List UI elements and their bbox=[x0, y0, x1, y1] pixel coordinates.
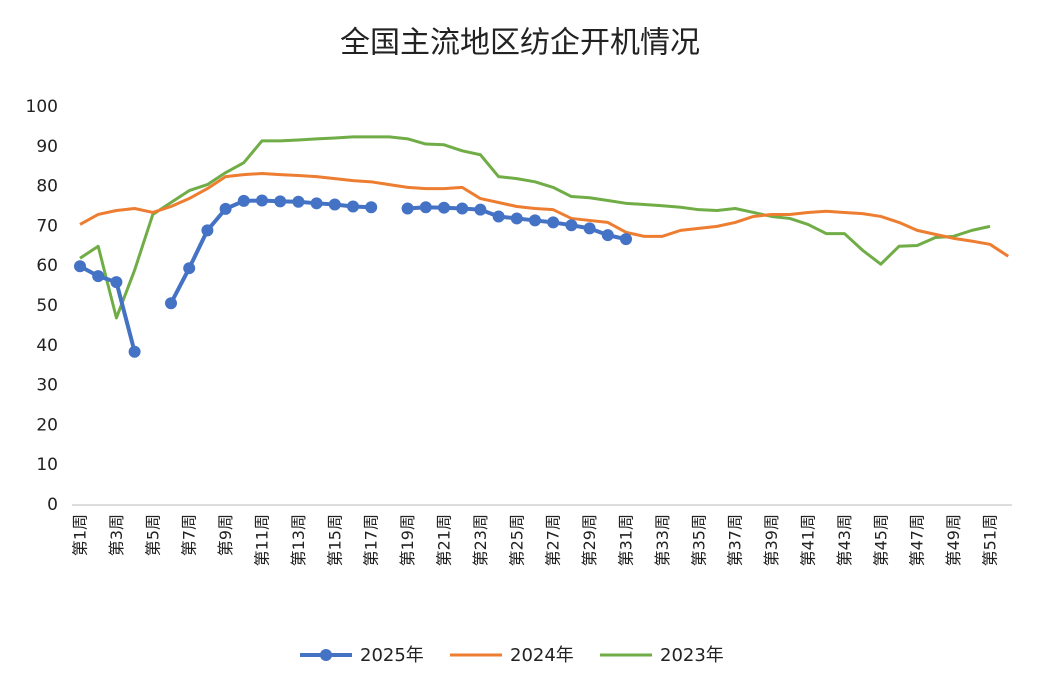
point bbox=[529, 214, 541, 227]
x-tick-label: 第11周 bbox=[253, 514, 272, 566]
point bbox=[474, 203, 487, 216]
y-tick-label: 100 bbox=[26, 97, 58, 117]
point bbox=[165, 297, 177, 310]
series-line bbox=[79, 135, 991, 320]
point bbox=[547, 216, 560, 229]
series-line bbox=[79, 198, 627, 353]
point bbox=[456, 202, 469, 215]
series-line bbox=[79, 171, 1010, 258]
legend-label: 2023年 bbox=[660, 645, 724, 666]
point bbox=[347, 200, 359, 213]
point bbox=[256, 194, 268, 207]
point bbox=[401, 202, 414, 215]
point bbox=[419, 201, 432, 214]
y-tick-label: 60 bbox=[36, 256, 58, 276]
y-tick-label: 0 bbox=[47, 495, 58, 515]
x-tick-label: 第23周 bbox=[471, 514, 490, 566]
y-tick-label: 90 bbox=[36, 137, 58, 157]
point bbox=[110, 276, 123, 289]
chart-title: 全国主流地区纺企开机情况 bbox=[340, 26, 700, 61]
point bbox=[492, 210, 505, 223]
x-tick-label: 第9周 bbox=[216, 514, 235, 556]
x-tick-label: 第33周 bbox=[653, 514, 672, 566]
x-tick-label: 第5周 bbox=[143, 514, 162, 556]
x-tick-label: 第27周 bbox=[544, 514, 563, 566]
point bbox=[438, 201, 450, 214]
point bbox=[92, 270, 105, 283]
y-tick-label: 40 bbox=[36, 336, 58, 356]
point bbox=[128, 345, 141, 358]
point bbox=[237, 194, 250, 207]
x-tick-label: 第3周 bbox=[107, 514, 126, 556]
x-tick-label: 第45周 bbox=[871, 514, 890, 566]
x-tick-label: 第17周 bbox=[362, 514, 381, 566]
x-tick-label: 第51周 bbox=[981, 514, 1000, 566]
x-tick-label: 第19周 bbox=[398, 514, 417, 566]
x-tick-label: 第43周 bbox=[835, 514, 854, 566]
x-tick-label: 第35周 bbox=[689, 514, 708, 566]
x-tick-label: 第25周 bbox=[507, 514, 526, 566]
point bbox=[620, 233, 632, 246]
point bbox=[219, 202, 232, 215]
legend-marker bbox=[320, 649, 332, 661]
point bbox=[365, 201, 378, 214]
point bbox=[601, 229, 614, 242]
point bbox=[583, 222, 596, 235]
y-tick-label: 50 bbox=[36, 296, 58, 316]
x-tick-label: 第47周 bbox=[908, 514, 927, 566]
point bbox=[201, 224, 214, 237]
point bbox=[292, 195, 305, 208]
y-tick-label: 10 bbox=[36, 455, 58, 475]
x-tick-label: 第1周 bbox=[71, 514, 90, 556]
x-tick-label: 第29周 bbox=[580, 514, 599, 566]
legend-label: 2025年 bbox=[360, 645, 424, 666]
point bbox=[310, 197, 323, 210]
x-tick-label: 第31周 bbox=[617, 514, 636, 566]
y-tick-label: 80 bbox=[36, 177, 58, 197]
x-tick-label: 第21周 bbox=[435, 514, 454, 566]
x-tick-label: 第39周 bbox=[762, 514, 781, 566]
x-tick-label: 第13周 bbox=[289, 514, 308, 566]
x-tick-label: 第7周 bbox=[180, 514, 199, 556]
x-tick-label: 第49周 bbox=[944, 514, 963, 566]
point bbox=[510, 212, 523, 225]
point bbox=[274, 195, 287, 208]
point bbox=[565, 219, 578, 232]
legend-label: 2024年 bbox=[510, 645, 574, 666]
point bbox=[183, 262, 196, 275]
x-tick-label: 第15周 bbox=[325, 514, 344, 566]
x-tick-label: 第37周 bbox=[726, 514, 745, 566]
y-tick-label: 70 bbox=[36, 216, 58, 236]
y-tick-label: 20 bbox=[36, 415, 58, 435]
point bbox=[328, 198, 341, 211]
point bbox=[74, 260, 86, 273]
y-tick-label: 30 bbox=[36, 376, 58, 396]
x-tick-label: 第41周 bbox=[799, 514, 818, 566]
